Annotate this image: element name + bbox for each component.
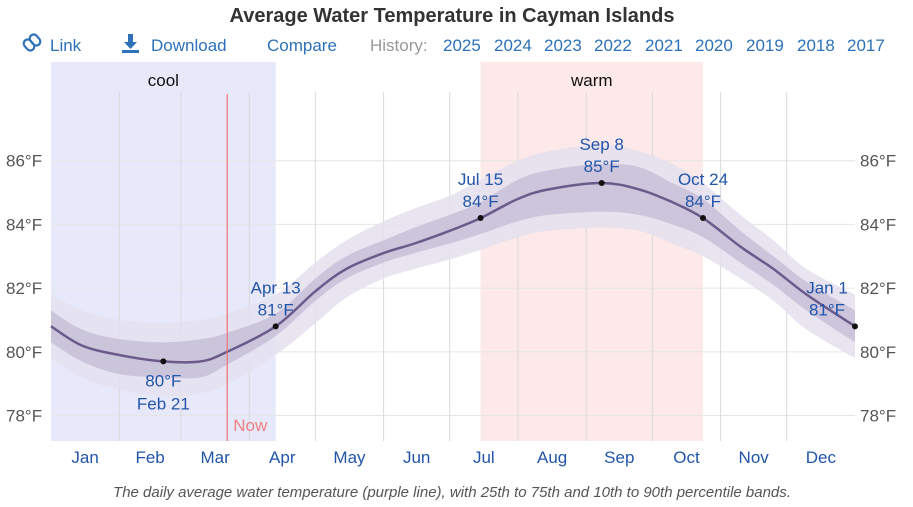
- percentile-bands: [51, 144, 855, 397]
- download-icon: [122, 34, 139, 53]
- link-label: Link: [50, 36, 82, 55]
- x-tick-mar: Mar: [200, 448, 230, 467]
- season-label-warm: warm: [570, 71, 613, 90]
- point-feb-21: [160, 358, 167, 365]
- history-year-2017[interactable]: 2017: [847, 36, 885, 55]
- y-tick-right-84: 84°F: [860, 215, 896, 234]
- download-button[interactable]: Download: [122, 34, 227, 55]
- x-tick-jul: Jul: [473, 448, 495, 467]
- history-years: 2025 2024 2023 2022 2021 2020 2019 2018 2017: [443, 36, 885, 55]
- annotation-value: 81°F: [809, 300, 845, 319]
- annotation-value: 84°F: [685, 192, 721, 211]
- x-tick-apr: Apr: [269, 448, 296, 467]
- annotation-value: 85°F: [584, 157, 620, 176]
- annotation-date: Jul 15: [458, 170, 503, 189]
- point-apr-13: [272, 323, 279, 330]
- now-label: Now: [233, 416, 268, 435]
- history-year-2019[interactable]: 2019: [746, 36, 784, 55]
- download-label: Download: [151, 36, 227, 55]
- history-year-2020[interactable]: 2020: [695, 36, 733, 55]
- x-tick-nov: Nov: [739, 448, 770, 467]
- link-icon: [22, 33, 42, 52]
- history-year-2023[interactable]: 2023: [544, 36, 582, 55]
- y-tick-right-86: 86°F: [860, 152, 896, 171]
- chart-caption: The daily average water temperature (pur…: [113, 484, 791, 501]
- history-year-2025[interactable]: 2025: [443, 36, 481, 55]
- x-tick-may: May: [333, 448, 366, 467]
- x-tick-sep: Sep: [604, 448, 634, 467]
- y-tick-left-80: 80°F: [6, 343, 42, 362]
- compare-link[interactable]: Compare: [267, 36, 337, 55]
- history-year-2018[interactable]: 2018: [797, 36, 835, 55]
- point-oct-24: [700, 215, 707, 222]
- history-year-2022[interactable]: 2022: [594, 36, 632, 55]
- y-tick-left-82: 82°F: [6, 279, 42, 298]
- annotation-value: 80°F: [145, 371, 181, 390]
- y-tick-right-80: 80°F: [860, 343, 896, 362]
- y-tick-left-84: 84°F: [6, 215, 42, 234]
- annotation-date: Jan 1: [806, 278, 848, 297]
- x-tick-oct: Oct: [673, 448, 700, 467]
- annotation-value: 81°F: [258, 300, 294, 319]
- season-label-cool: cool: [148, 71, 179, 90]
- annotation-date: Oct 24: [678, 170, 728, 189]
- chart-title: Average Water Temperature in Cayman Isla…: [230, 5, 675, 27]
- annotation-date: Feb 21: [137, 394, 190, 413]
- link-button[interactable]: Link: [22, 33, 82, 55]
- season-band-warm: [480, 62, 704, 441]
- annotation-date: Sep 8: [579, 135, 623, 154]
- history-year-2021[interactable]: 2021: [645, 36, 683, 55]
- annotation-points: 80°F Feb 21 Apr 13 81°F Jul 15 84°F Sep 8 85°F O…: [137, 135, 858, 413]
- x-tick-dec: Dec: [806, 448, 837, 467]
- axes: 78°F 78°F 80°F 80°F 82°F 82°F 84°F 84°F 86°F 86°F…: [6, 152, 896, 467]
- point-sep-8: [598, 180, 605, 187]
- annotation-value: 84°F: [462, 192, 498, 211]
- now-marker: Now: [226, 94, 268, 441]
- point-jan-1: [852, 323, 858, 330]
- mean-line-group: [50, 181, 856, 364]
- y-tick-right-78: 78°F: [860, 407, 896, 426]
- point-jul-15: [477, 215, 484, 222]
- x-tick-jan: Jan: [71, 448, 98, 467]
- history-label: History:: [370, 36, 428, 55]
- x-tick-feb: Feb: [135, 448, 164, 467]
- y-tick-left-86: 86°F: [6, 152, 42, 171]
- annotation-date: Apr 13: [251, 278, 301, 297]
- band-25-75: [51, 163, 855, 379]
- mean-temperature-line: [50, 181, 856, 364]
- history-year-2024[interactable]: 2024: [494, 36, 532, 55]
- y-tick-left-78: 78°F: [6, 407, 42, 426]
- x-tick-jun: Jun: [403, 448, 430, 467]
- x-tick-aug: Aug: [537, 448, 567, 467]
- season-labels: cool warm: [148, 71, 613, 90]
- y-tick-right-82: 82°F: [860, 279, 896, 298]
